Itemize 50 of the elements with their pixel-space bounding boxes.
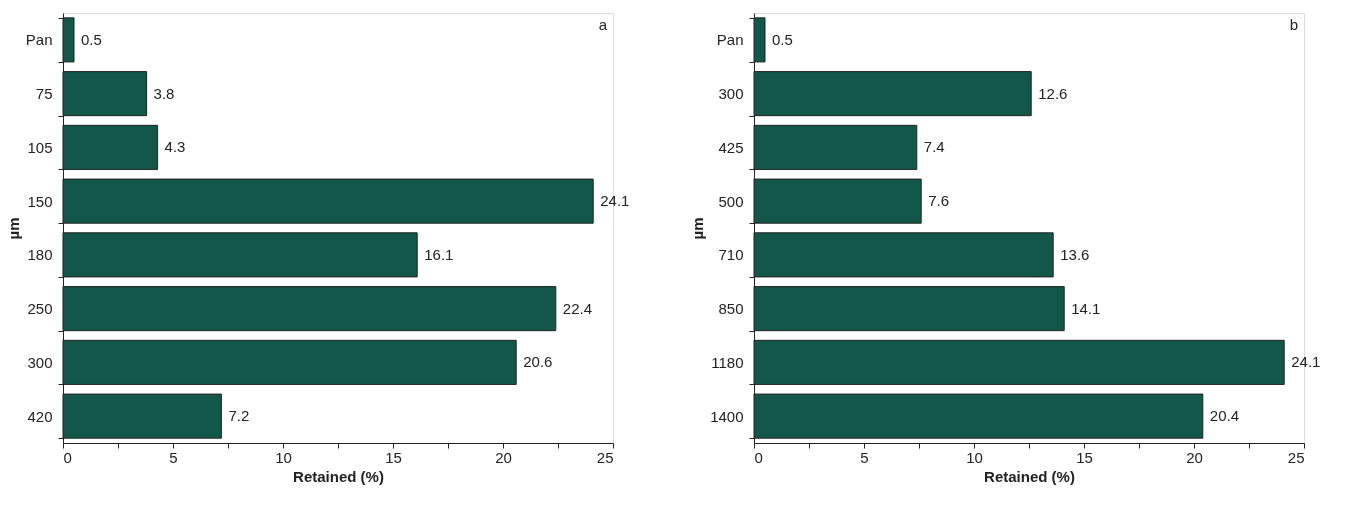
x-tick-label: 25 bbox=[1287, 448, 1305, 466]
y-tick-label: 500 bbox=[718, 192, 744, 210]
data-label: 14.1 bbox=[1071, 299, 1101, 317]
x-tick-label: 5 bbox=[169, 448, 178, 466]
x-tick-label: 0 bbox=[754, 448, 763, 466]
annotation: a bbox=[598, 16, 608, 33]
y-tick-label: 75 bbox=[35, 85, 53, 103]
x-axis-title: Retained (%) bbox=[984, 467, 1075, 485]
y-tick-label: 1180 bbox=[711, 353, 744, 371]
data-label: 16.1 bbox=[424, 245, 454, 263]
data-label: 13.6 bbox=[1060, 245, 1090, 263]
x-tick-label: 20 bbox=[495, 448, 512, 466]
y-tick-label: 180 bbox=[27, 246, 53, 264]
y-tick-label: 420 bbox=[27, 407, 53, 425]
x-tick-label: 10 bbox=[966, 448, 983, 466]
x-tick-label: 25 bbox=[596, 448, 614, 466]
x-axis-title: Retained (%) bbox=[293, 467, 384, 485]
data-label: 7.2 bbox=[228, 407, 250, 425]
y-tick-label: 105 bbox=[27, 138, 53, 156]
data-label: 24.1 bbox=[1291, 353, 1321, 371]
y-tick-label: 850 bbox=[718, 300, 744, 318]
data-label: 7.6 bbox=[928, 192, 950, 210]
data-label: 0.5 bbox=[81, 30, 102, 48]
x-tick-label: 20 bbox=[1186, 448, 1203, 466]
x-tick-label: 0 bbox=[63, 448, 72, 466]
data-label: 20.6 bbox=[523, 353, 553, 371]
data-label: 7.4 bbox=[923, 138, 945, 156]
y-tick-label: 1400 bbox=[710, 407, 744, 425]
x-tick-label: 15 bbox=[385, 448, 402, 466]
y-tick-label: Pan bbox=[25, 31, 53, 49]
x-tick-label: 15 bbox=[1076, 448, 1093, 466]
y-tick-label: 710 bbox=[718, 246, 744, 264]
data-label: 24.1 bbox=[600, 192, 630, 210]
data-label: 3.8 bbox=[153, 84, 175, 102]
y-tick-label: Pan bbox=[716, 31, 744, 49]
annotation: b bbox=[1289, 16, 1299, 33]
y-tick-label: 300 bbox=[718, 85, 744, 103]
y-axis-title: µm bbox=[4, 217, 22, 240]
data-label: 20.4 bbox=[1209, 407, 1239, 425]
y-tick-label: 150 bbox=[27, 192, 53, 210]
y-axis-title: µm bbox=[689, 217, 707, 240]
data-label: 12.6 bbox=[1038, 84, 1068, 102]
y-tick-label: 300 bbox=[27, 353, 53, 371]
y-tick-label: 250 bbox=[27, 300, 53, 318]
data-label: 22.4 bbox=[562, 299, 592, 317]
data-label: 4.3 bbox=[164, 138, 186, 156]
x-tick-label: 5 bbox=[860, 448, 869, 466]
x-tick-label: 10 bbox=[275, 448, 292, 466]
y-tick-label: 425 bbox=[718, 138, 744, 156]
data-label: 0.5 bbox=[772, 30, 793, 48]
